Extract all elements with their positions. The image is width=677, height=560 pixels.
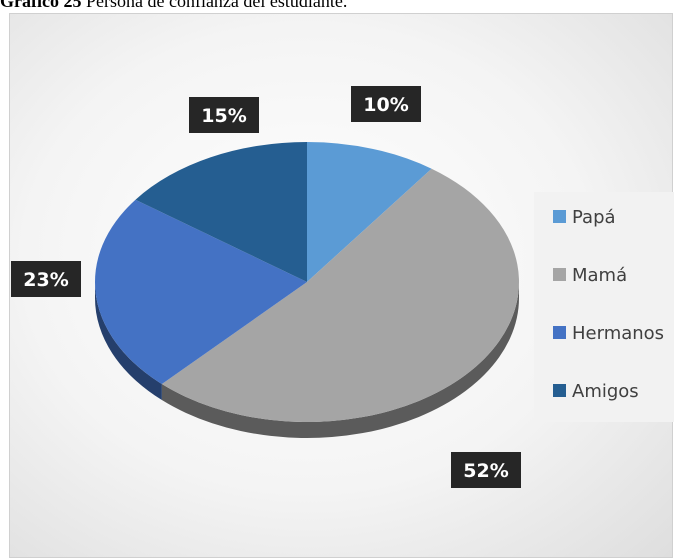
legend-label-hermanos: Hermanos	[572, 323, 664, 344]
data-label-box-amigos	[189, 97, 259, 133]
figure-caption: Gráfico 25 Persona de confianza del estu…	[0, 0, 347, 12]
legend-swatch-mama	[553, 268, 566, 281]
legend-box	[534, 192, 674, 422]
data-label-box-mama	[451, 452, 521, 488]
data-label-amigos: 15%	[201, 105, 246, 127]
pie-slice-papa	[307, 142, 432, 282]
pie-slice-hermanos	[95, 199, 307, 385]
legend-swatch-papa	[553, 210, 566, 223]
pie-slice-mama	[161, 168, 519, 422]
legend-swatch-hermanos	[553, 326, 566, 339]
data-label-mama: 52%	[463, 460, 508, 482]
legend-swatch-amigos	[553, 384, 566, 397]
data-label-hermanos: 23%	[23, 269, 68, 291]
pie-side-mama	[161, 282, 519, 438]
legend-label-papa: Papá	[572, 207, 616, 228]
legend-label-amigos: Amigos	[572, 381, 639, 402]
figure-number: Gráfico 25	[0, 0, 82, 11]
data-label-papa: 10%	[363, 94, 408, 116]
data-label-box-hermanos	[11, 261, 81, 297]
pie-side-hermanos	[95, 282, 162, 401]
legend-label-mama: Mamá	[572, 265, 627, 286]
figure-caption-text: Persona de confianza del estudiante.	[81, 0, 348, 11]
pie-slice-amigos	[135, 142, 307, 282]
data-label-box-papa	[351, 86, 421, 122]
